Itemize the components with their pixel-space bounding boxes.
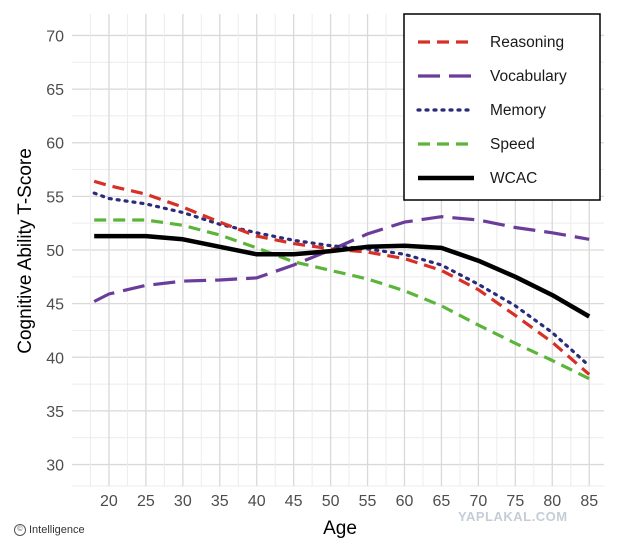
x-tick-label: 85 bbox=[580, 493, 598, 510]
y-tick-label: 60 bbox=[46, 136, 64, 153]
y-tick-label: 65 bbox=[46, 82, 64, 99]
x-tick-label: 50 bbox=[322, 493, 340, 510]
y-tick-label: 45 bbox=[46, 297, 64, 314]
y-tick-label: 50 bbox=[46, 243, 64, 260]
x-tick-label: 55 bbox=[359, 493, 377, 510]
legend: Reasoning Vocabulary Memory Speed WCAC bbox=[403, 13, 601, 201]
legend-label-speed: Speed bbox=[490, 136, 535, 153]
x-tick-label: 40 bbox=[248, 493, 266, 510]
y-axis-title: Cognitive Ability T-Score bbox=[15, 148, 36, 354]
x-tick-label: 70 bbox=[469, 493, 487, 510]
x-tick-label: 80 bbox=[543, 493, 561, 510]
legend-label-memory: Memory bbox=[490, 102, 546, 119]
series-lines bbox=[92, 179, 591, 381]
y-tick-label: 35 bbox=[46, 404, 64, 421]
y-tick-label: 70 bbox=[46, 28, 64, 45]
series-line-wcac bbox=[94, 233, 591, 319]
series-line-memory bbox=[92, 191, 591, 368]
legend-label-reasoning: Reasoning bbox=[490, 34, 564, 51]
image-credit: © Intelligence bbox=[14, 524, 85, 536]
x-axis-ticks: 20 25 30 35 40 45 50 55 60 65 70 75 80 85 bbox=[100, 493, 598, 510]
x-tick-label: 65 bbox=[433, 493, 451, 510]
y-tick-label: 55 bbox=[46, 189, 64, 206]
x-tick-label: 30 bbox=[174, 493, 192, 510]
series-line-speed bbox=[94, 218, 590, 381]
x-tick-label: 45 bbox=[285, 493, 303, 510]
x-tick-label: 20 bbox=[100, 493, 118, 510]
watermark: YAPLAKAL.COM bbox=[458, 509, 568, 524]
x-tick-label: 35 bbox=[211, 493, 229, 510]
legend-label-vocabulary: Vocabulary bbox=[490, 68, 567, 85]
y-tick-label: 40 bbox=[46, 350, 64, 367]
copyright-icon: © bbox=[14, 524, 26, 536]
y-tick-label: 30 bbox=[46, 458, 64, 475]
x-tick-label: 25 bbox=[137, 493, 155, 510]
legend-box bbox=[403, 13, 601, 201]
series-line-reasoning bbox=[93, 179, 591, 376]
credit-text: Intelligence bbox=[29, 524, 85, 536]
x-tick-label: 75 bbox=[506, 493, 524, 510]
y-axis-ticks: 30 35 40 45 50 55 60 65 70 bbox=[46, 28, 64, 474]
series-line-vocabulary bbox=[93, 215, 590, 303]
x-tick-label: 60 bbox=[396, 493, 414, 510]
x-axis-title: Age bbox=[323, 518, 357, 539]
legend-label-wcac: WCAC bbox=[490, 170, 537, 187]
